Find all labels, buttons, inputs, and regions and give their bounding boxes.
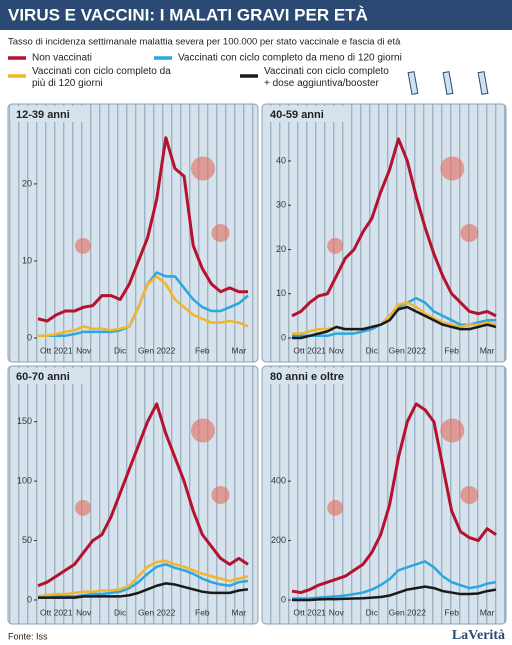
x-tick-label: Feb	[195, 607, 210, 617]
y-tick-label: 0	[281, 594, 286, 604]
panel-title: 60-70 anni	[16, 371, 70, 383]
y-tick-label: 100	[17, 476, 32, 486]
x-tick-label: Dic	[114, 607, 127, 617]
legend-label: Vaccinati con ciclo completo+ dose aggiu…	[264, 66, 389, 89]
virus-icon	[327, 500, 343, 516]
x-tick-label: Feb	[195, 345, 210, 355]
syringe-icons	[408, 72, 488, 95]
infographic: VIRUS E VACCINI: I MALATI GRAVI PER ETÀ …	[0, 0, 512, 645]
y-tick-label: 20	[22, 178, 32, 188]
x-tick-label: Ott 2021	[40, 607, 73, 617]
legend: Non vaccinati Vaccinati con ciclo complet…	[8, 53, 402, 89]
x-tick-label: Feb	[444, 345, 459, 355]
x-tick-label: Mar	[480, 345, 495, 355]
x-tick-label: Nov	[329, 607, 345, 617]
x-tick-label: Dic	[366, 607, 379, 617]
subtitle: Tasso di incidenza settimanale malattia …	[8, 37, 401, 48]
panel-title: 40-59 anni	[270, 109, 324, 121]
x-tick-label: Ott 2021	[40, 345, 73, 355]
x-tick-label: Gen 2022	[138, 345, 176, 355]
y-tick-label: 200	[271, 535, 286, 545]
virus-icon	[212, 224, 230, 242]
legend-label: Vaccinati con ciclo completo da meno di …	[178, 53, 402, 64]
virus-icon	[460, 486, 478, 504]
x-tick-label: Mar	[232, 607, 247, 617]
virus-icon	[75, 500, 91, 516]
y-tick-label: 0	[27, 332, 32, 342]
virus-icon	[440, 419, 464, 443]
y-tick-label: 10	[276, 288, 286, 298]
y-tick-label: 400	[271, 476, 286, 486]
x-tick-label: Ott 2021	[293, 345, 326, 355]
panel-title: 80 anni e oltre	[270, 371, 344, 383]
y-tick-label: 40	[276, 155, 286, 165]
legend-label: Non vaccinati	[32, 53, 92, 64]
panel-title: 12-39 anni	[16, 109, 70, 121]
virus-icon	[212, 486, 230, 504]
logo: LaVerità	[452, 628, 505, 643]
x-tick-label: Dic	[366, 345, 379, 355]
source: Fonte: Iss	[8, 631, 48, 641]
x-tick-label: Feb	[444, 607, 459, 617]
y-tick-label: 20	[276, 244, 286, 254]
x-tick-label: Gen 2022	[389, 345, 427, 355]
y-tick-label: 0	[281, 332, 286, 342]
y-tick-label: 50	[22, 535, 32, 545]
x-tick-label: Ott 2021	[293, 607, 326, 617]
x-tick-label: Mar	[232, 345, 247, 355]
x-tick-label: Nov	[76, 607, 92, 617]
x-tick-label: Mar	[480, 607, 495, 617]
x-tick-label: Nov	[329, 345, 345, 355]
virus-icon	[460, 224, 478, 242]
virus-icon	[327, 238, 343, 254]
virus-icon	[191, 157, 215, 181]
virus-icon	[191, 419, 215, 443]
title: VIRUS E VACCINI: I MALATI GRAVI PER ETÀ	[8, 5, 368, 24]
x-tick-label: Nov	[76, 345, 92, 355]
y-tick-label: 0	[27, 594, 32, 604]
y-tick-label: 30	[276, 200, 286, 210]
x-tick-label: Gen 2022	[138, 607, 176, 617]
x-tick-label: Gen 2022	[389, 607, 427, 617]
virus-icon	[440, 157, 464, 181]
y-tick-label: 10	[22, 255, 32, 265]
x-tick-label: Dic	[114, 345, 127, 355]
y-tick-label: 150	[17, 416, 32, 426]
virus-icon	[75, 238, 91, 254]
